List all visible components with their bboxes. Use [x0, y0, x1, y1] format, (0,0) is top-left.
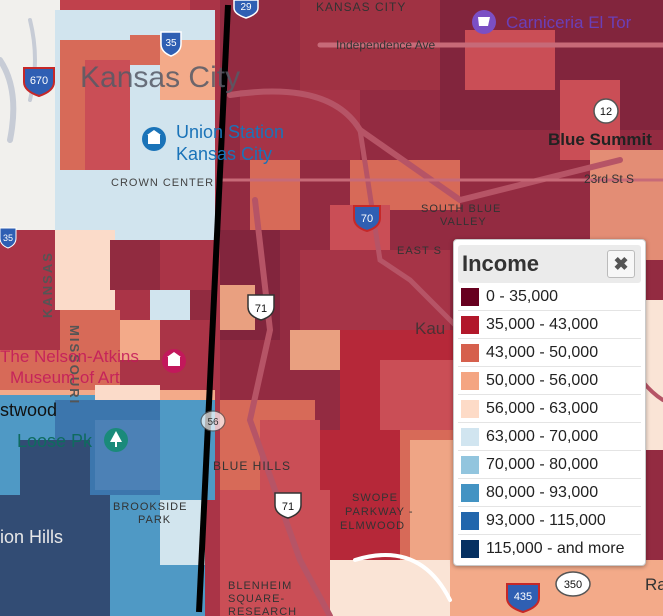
route-shield-mo350: 350: [555, 571, 591, 597]
legend-swatch: [461, 427, 479, 446]
svg-text:29: 29: [240, 2, 252, 13]
income-legend: Income ✖ 0 - 35,000 35,000 - 43,000 43,000…: [453, 239, 646, 566]
kansas-state-label: KANSAS: [40, 251, 55, 318]
legend-swatch: [461, 315, 479, 334]
legend-item-label: 50,000 - 56,000: [486, 371, 599, 389]
legend-item: 0 - 35,000: [458, 283, 641, 311]
union-station-label: Union Station: [176, 122, 284, 142]
swope-label-line2: PARKWAY -: [345, 506, 414, 518]
legend-item: 115,000 - and more: [458, 535, 641, 562]
23rd-st-label: 23rd St S: [584, 172, 634, 186]
blue-summit-label: Blue Summit: [548, 130, 652, 149]
route-shield-us71: 71: [247, 294, 275, 321]
legend-item-label: 70,000 - 80,000: [486, 455, 599, 473]
legend-swatch: [461, 371, 479, 390]
route-shield-i29: 29: [233, 0, 259, 19]
svg-text:435: 435: [514, 591, 532, 603]
legend-item-label: 115,000 - and more: [486, 539, 625, 557]
swope-label: SWOPE: [352, 492, 398, 504]
blenheim-label-line2: SQUARE-: [228, 593, 285, 605]
nelson-atkins-label: The Nelson-Atkins: [0, 347, 139, 366]
east-label: EAST S: [397, 245, 442, 257]
route-shield-i670: 670: [23, 67, 55, 98]
missouri-state-label: MISSOURI: [67, 325, 82, 405]
route-shield-k35: 35: [0, 227, 17, 249]
svg-text:670: 670: [30, 75, 48, 87]
nelson-atkins-museum-icon[interactable]: [162, 349, 186, 373]
brookside-label: BROOKSIDE: [113, 501, 187, 513]
legend-item-label: 93,000 - 115,000: [486, 511, 606, 529]
legend-header: Income ✖: [458, 245, 641, 283]
legend-swatch: [461, 399, 479, 418]
brookside-label-line2: PARK: [138, 514, 171, 526]
legend-item: 56,000 - 63,000: [458, 395, 641, 423]
kansas-city-top-label: KANSAS CITY: [316, 0, 406, 14]
route-shield-i35: 35: [160, 31, 182, 57]
svg-text:350: 350: [564, 579, 582, 591]
svg-text:71: 71: [255, 303, 267, 315]
legend-item-label: 63,000 - 70,000: [486, 427, 599, 445]
svg-text:35: 35: [3, 233, 13, 243]
svg-text:12: 12: [600, 106, 612, 118]
legend-item-label: 80,000 - 93,000: [486, 483, 599, 501]
crown-center-label: CROWN CENTER: [111, 177, 214, 189]
union-station-icon[interactable]: [142, 127, 166, 151]
blenheim-label-line3: RESEARCH: [228, 606, 297, 616]
legend-item: 63,000 - 70,000: [458, 423, 641, 451]
legend-item: 80,000 - 93,000: [458, 479, 641, 507]
legend-items: 0 - 35,000 35,000 - 43,000 43,000 - 50,000…: [458, 283, 641, 562]
legend-swatch: [461, 287, 479, 306]
legend-swatch: [461, 539, 479, 558]
mission-hills-label: ion Hills: [0, 527, 63, 547]
independence-ave-label: Independence Ave: [336, 38, 436, 52]
legend-swatch: [461, 343, 479, 362]
carniceria-shopping-icon[interactable]: [472, 10, 496, 34]
close-icon[interactable]: ✖: [607, 250, 635, 278]
blenheim-label: BLENHEIM: [228, 580, 292, 592]
nelson-atkins-label-line2: Museum of Art: [10, 368, 120, 387]
legend-swatch: [461, 511, 479, 530]
swope-label-line3: ELMWOOD: [340, 520, 405, 532]
legend-title: Income: [462, 251, 540, 276]
legend-item: 70,000 - 80,000: [458, 451, 641, 479]
legend-item-label: 56,000 - 63,000: [486, 399, 599, 417]
union-station-label-line2: Kansas City: [176, 144, 272, 164]
route-shield-i435: 435: [506, 583, 540, 614]
legend-item-label: 35,000 - 43,000: [486, 315, 599, 333]
legend-item: 50,000 - 56,000: [458, 367, 641, 395]
south-blue-valley-label: SOUTH BLUE: [421, 203, 501, 215]
svg-text:35: 35: [165, 38, 177, 49]
legend-item-label: 43,000 - 50,000: [486, 343, 599, 361]
south-blue-valley-label-line2: VALLEY: [440, 216, 487, 228]
kau-label: Kau: [415, 319, 445, 338]
route-shield-r56: 56: [200, 410, 226, 432]
legend-item: 43,000 - 50,000: [458, 339, 641, 367]
svg-text:56: 56: [207, 417, 219, 428]
ra-label: Ra: [645, 575, 663, 594]
carniceria-label: Carniceria El Tor: [506, 13, 632, 32]
route-shield-mo12: 12: [593, 98, 619, 124]
legend-item: 35,000 - 43,000: [458, 311, 641, 339]
legend-item-label: 0 - 35,000: [486, 287, 559, 305]
westwood-label: stwood: [0, 400, 57, 420]
loose-park-label: Loose Pk: [17, 431, 93, 451]
loose-park-tree-icon[interactable]: [104, 428, 128, 452]
state-line-marker: [196, 4, 231, 613]
svg-text:71: 71: [282, 501, 294, 513]
blue-hills-label: BLUE HILLS: [213, 459, 291, 473]
svg-text:70: 70: [361, 213, 373, 225]
route-shield-us71: 71: [274, 492, 302, 519]
city-label-kansas-city: Kansas City: [80, 61, 240, 94]
route-shield-i70: 70: [353, 205, 381, 233]
legend-item: 93,000 - 115,000: [458, 507, 641, 535]
legend-swatch: [461, 455, 479, 474]
legend-swatch: [461, 483, 479, 502]
